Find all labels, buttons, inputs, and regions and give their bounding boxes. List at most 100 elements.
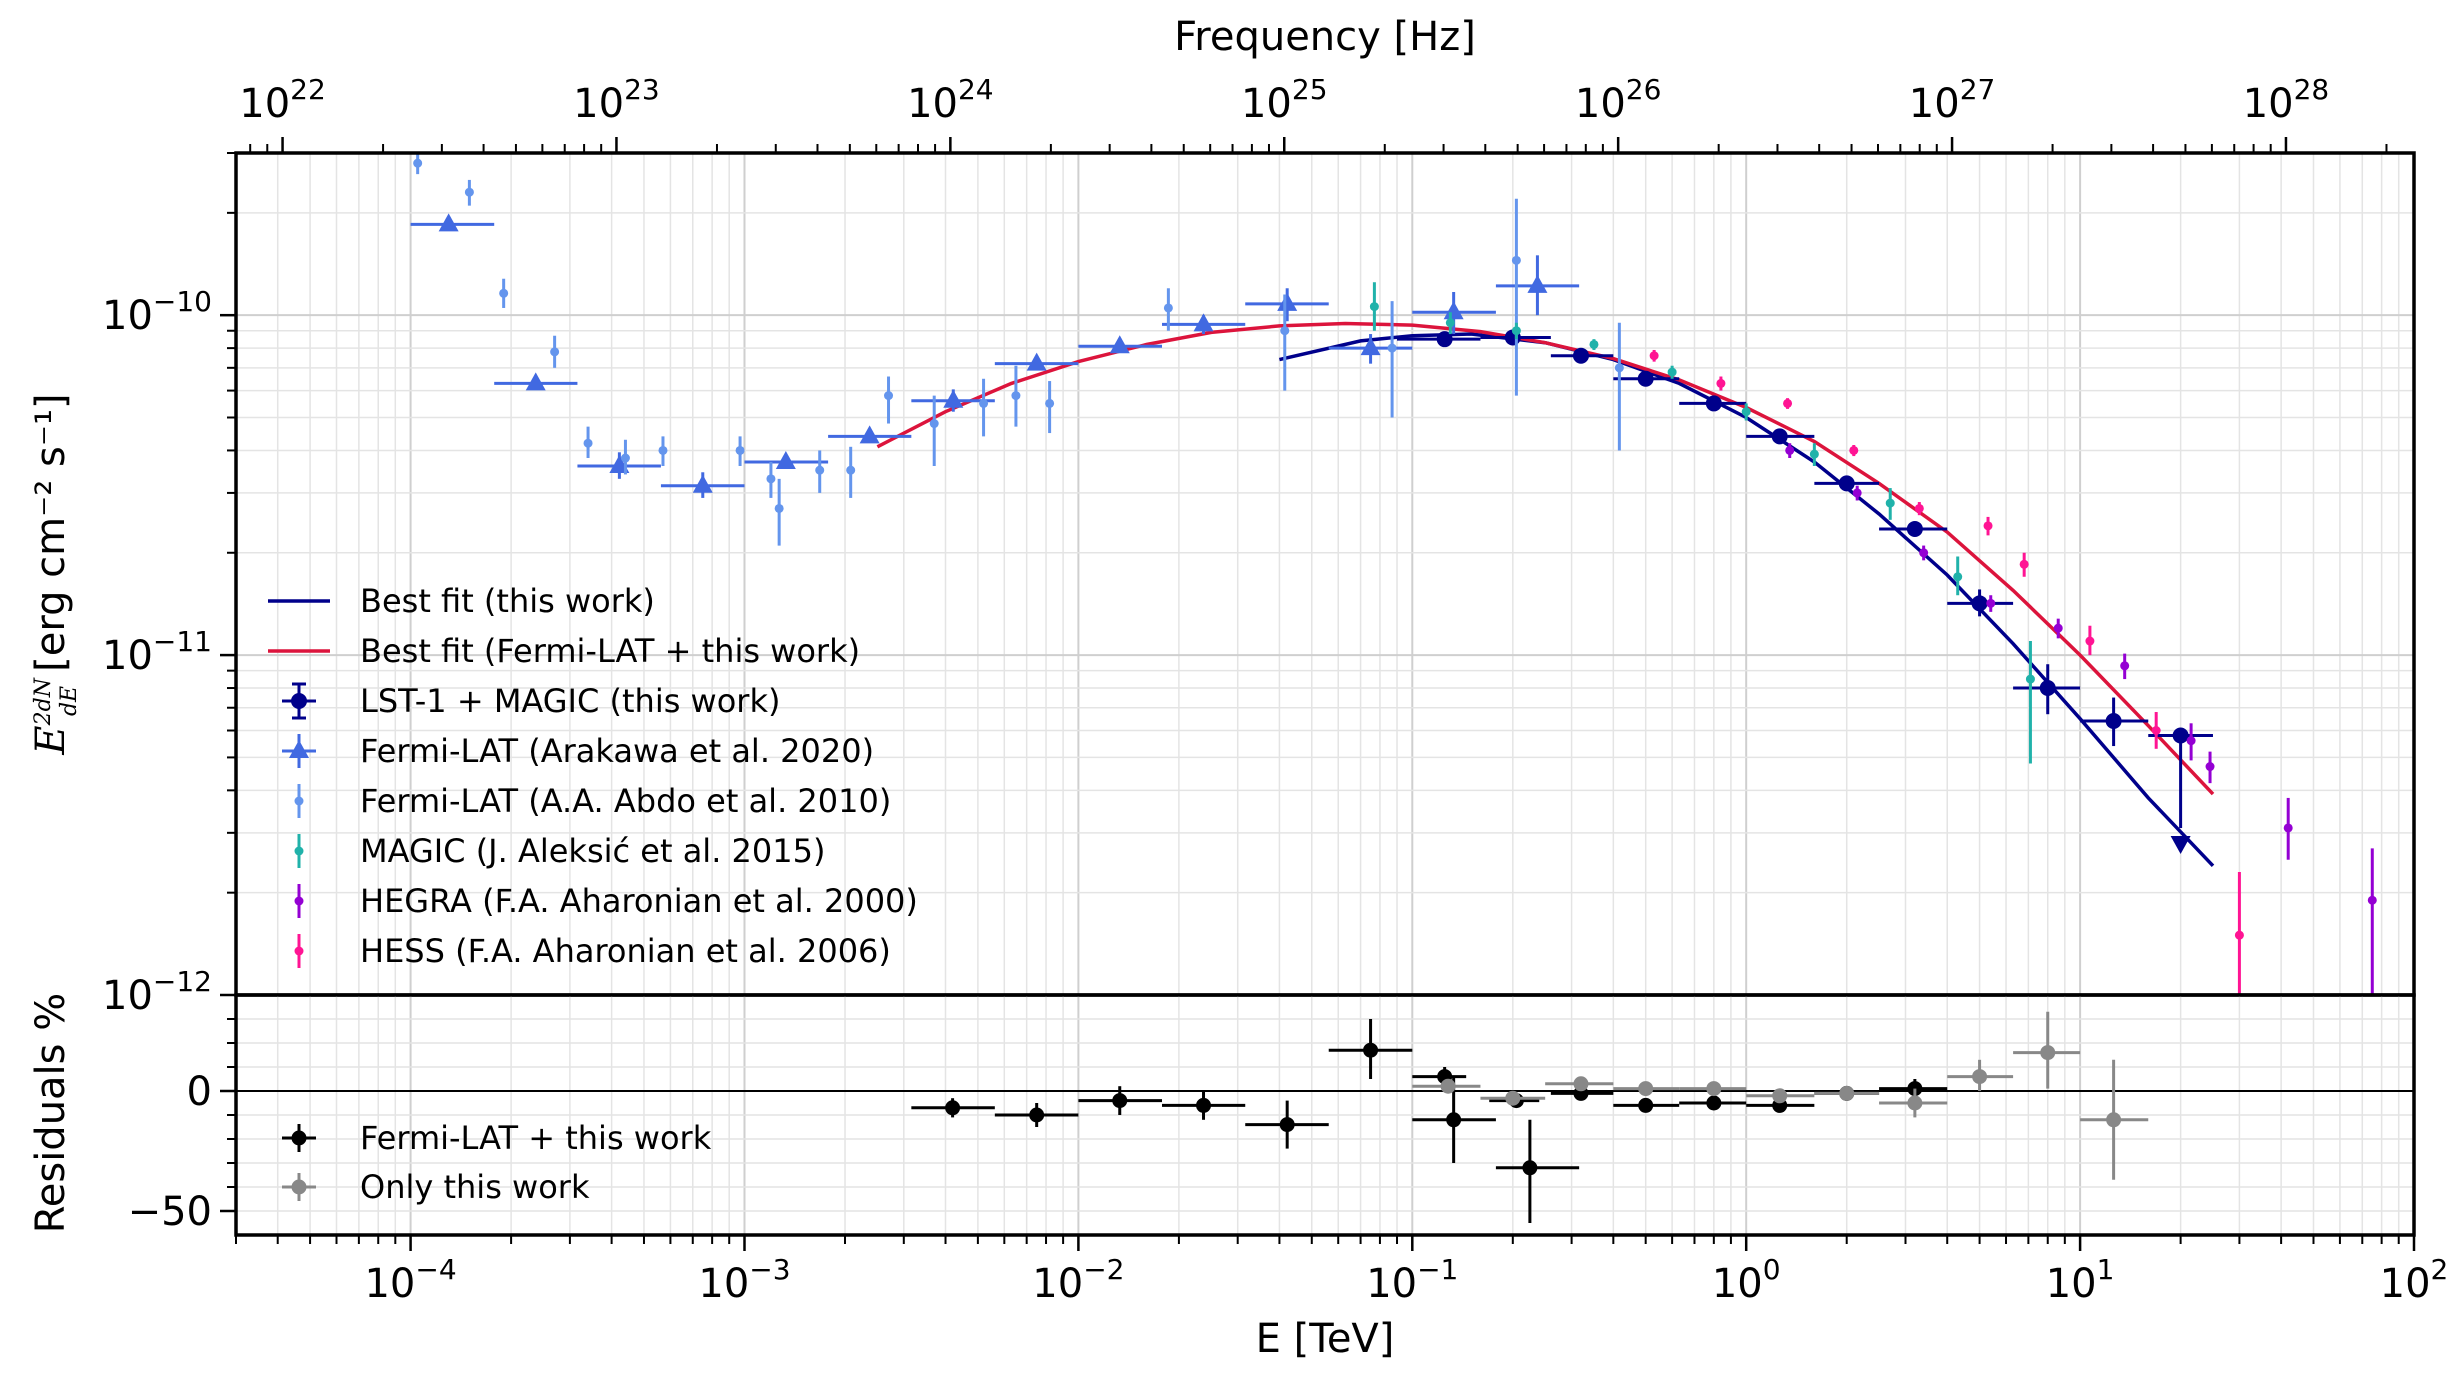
data-point <box>550 347 560 357</box>
freq-tick-label: 1022 <box>239 73 326 127</box>
res-y-tick-label: −50 <box>128 1189 212 1235</box>
series-1 <box>876 321 2215 796</box>
data-point <box>815 465 825 475</box>
data-point <box>1741 407 1751 417</box>
freq-tick-label-base: 10 <box>1575 81 1626 127</box>
x-tick-label: 101 <box>2046 1253 2115 1307</box>
data-point <box>1277 292 1298 311</box>
x-tick-label-exp: −1 <box>1417 1253 1458 1286</box>
residual-point <box>2040 1045 2056 1061</box>
legend-swatch-marker <box>294 796 304 806</box>
residuals-y-axis: −50 0 <box>128 1018 236 1235</box>
y-tick-label-exp: −11 <box>153 625 212 658</box>
data-point <box>1906 520 1923 537</box>
y-tick-label-base: 10 <box>102 633 153 679</box>
data-point <box>1667 367 1677 377</box>
residuals-plot-area <box>236 1011 2414 1223</box>
data-point <box>1716 378 1726 388</box>
data-point <box>884 391 894 401</box>
legend-swatch-marker <box>294 896 304 906</box>
data-point <box>2105 712 2122 729</box>
freq-tick-label-base: 10 <box>573 81 624 127</box>
residual-point <box>1972 1069 1988 1085</box>
data-point <box>929 419 939 429</box>
data-point <box>2039 680 2056 697</box>
data-point <box>1360 337 1381 356</box>
x-tick-label-exp: 0 <box>1763 1253 1781 1286</box>
residual-point <box>1638 1097 1654 1113</box>
data-point <box>2151 725 2161 735</box>
data-point <box>1614 363 1624 373</box>
data-point <box>620 453 630 463</box>
legend-label: HESS (F.A. Aharonian et al. 2006) <box>360 932 891 970</box>
x-tick-label-exp: 1 <box>2097 1253 2115 1286</box>
data-point <box>464 187 474 197</box>
x-tick-label-base: 10 <box>2380 1261 2431 1307</box>
x-tick-label-exp: −4 <box>415 1253 456 1286</box>
upper-limit-marker <box>2170 836 2191 855</box>
residual-point <box>1505 1090 1521 1106</box>
legend-swatch-marker <box>294 846 304 856</box>
residual-point <box>1638 1081 1654 1097</box>
residual-point <box>1573 1076 1589 1092</box>
x-tick-label: 10−3 <box>698 1253 790 1307</box>
svg-text:E2dNdE[erg cm⁻² s⁻¹]: E2dNdE [erg cm⁻² s⁻¹] <box>28 393 82 755</box>
data-point <box>1783 398 1793 408</box>
x-tick-label-base: 10 <box>2046 1261 2097 1307</box>
x-tick-label-base: 10 <box>1366 1261 1417 1307</box>
flux-label-unit: [erg cm⁻² s⁻¹] <box>28 393 74 671</box>
x-tick-label-exp: −2 <box>1083 1253 1124 1286</box>
data-point <box>1511 326 1521 336</box>
legend-swatch-marker <box>291 1130 307 1146</box>
residual-point <box>1446 1112 1462 1128</box>
data-point <box>2085 636 2095 646</box>
legend-label: Fermi-LAT + this work <box>360 1119 712 1157</box>
freq-tick-label-base: 10 <box>1909 81 1960 127</box>
x-tick-label-base: 10 <box>698 1261 749 1307</box>
y-tick-label: 10−12 <box>102 965 212 1019</box>
x-tick-label-base: 10 <box>364 1261 415 1307</box>
data-point <box>1849 445 1859 455</box>
data-point <box>1649 351 1659 361</box>
legend-swatch-marker <box>289 740 309 758</box>
data-point <box>774 503 784 513</box>
legend-swatch-marker <box>294 946 304 956</box>
residual-point <box>1772 1088 1788 1104</box>
flux-label-e: E <box>28 725 74 755</box>
data-point <box>1771 428 1788 445</box>
residual-point <box>2106 1112 2122 1128</box>
x-tick-label-base: 10 <box>1032 1261 1083 1307</box>
x-tick-label: 102 <box>2380 1253 2449 1307</box>
data-point <box>1919 548 1929 558</box>
data-point <box>766 474 776 484</box>
data-point <box>2283 823 2293 833</box>
legend-swatch-marker <box>291 693 307 709</box>
legend-label: LST-1 + MAGIC (this work) <box>360 682 780 720</box>
x-tick-label: 10−4 <box>364 1253 456 1307</box>
data-point <box>1163 303 1173 313</box>
data-point <box>1983 521 1993 531</box>
data-point <box>1953 572 1963 582</box>
data-point <box>2234 930 2244 940</box>
freq-tick-label-exp: 26 <box>1626 73 1662 106</box>
data-point <box>1572 347 1589 364</box>
data-point <box>1443 301 1464 320</box>
freq-tick-label-exp: 25 <box>1292 73 1328 106</box>
fit-curve <box>876 321 2215 796</box>
data-point <box>1705 395 1722 412</box>
data-point <box>1026 352 1047 371</box>
legend-label: MAGIC (J. Aleksić et al. 2015) <box>360 832 825 870</box>
data-point <box>1986 598 1996 608</box>
residual-point <box>1196 1097 1212 1113</box>
data-point <box>2019 559 2029 569</box>
data-point <box>2025 674 2035 684</box>
residual-point <box>1907 1095 1923 1111</box>
spectrum-grid <box>235 152 2414 996</box>
freq-tick-label-base: 10 <box>1241 81 1292 127</box>
x-tick-label: 10−2 <box>1032 1253 1124 1307</box>
residual-point <box>1363 1042 1379 1058</box>
data-point <box>1280 326 1290 336</box>
residual-point <box>1112 1093 1128 1109</box>
x-tick-label: 100 <box>1712 1253 1781 1307</box>
